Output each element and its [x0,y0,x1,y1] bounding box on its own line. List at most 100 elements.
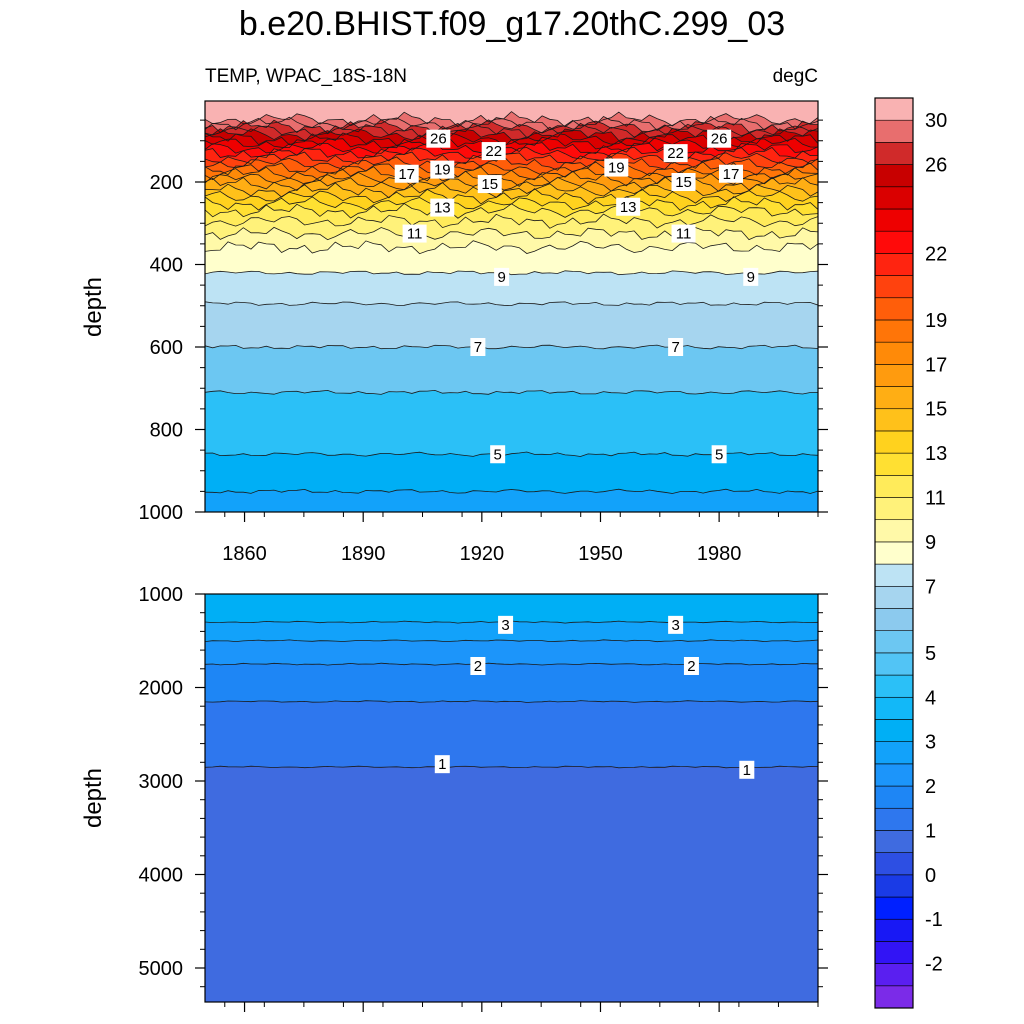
upper-contour-label-box [604,158,629,177]
lower-ytick-label: 5000 [139,958,184,980]
colorbar-swatch [874,297,914,321]
upper-contour-label-box [671,224,696,243]
upper-isotherm-8 [205,270,818,276]
upper-contour-label-box [470,338,486,356]
colorbar-swatch [874,186,914,210]
upper-contour-label-box [707,129,732,148]
lower-contour-label: 1 [743,762,751,779]
upper-isotherm-5 [205,389,818,395]
colorbar-swatch [874,896,914,920]
lower-ytick-label: 3000 [139,771,184,793]
colorbar-tick-label: -2 [925,954,943,976]
upper-isotherm-15 [205,182,818,199]
upper-isotherm-12 [205,202,818,219]
colorbar-tick-label: 26 [925,155,947,177]
colorbar-swatch [874,475,914,498]
upper-isotherm-7 [205,301,818,306]
colorbar-swatch [874,142,914,165]
colorbar-tick-label: 19 [925,310,947,332]
upper-contour-label-box [430,198,455,217]
colorbar-swatch [874,741,914,765]
upper-contour-label: 13 [620,199,637,216]
lower-isotherm-1 [205,765,818,769]
colorbar-tick-label: 7 [925,576,936,598]
upper-isotherm-30 [205,111,818,128]
lower-contour-label: 1 [438,756,446,773]
colorbar-tick-label: 17 [925,354,947,376]
upper-xtick-label: 1980 [697,543,742,565]
upper-isotherm-18 [205,166,818,182]
left-subtitle: TEMP, WPAC_18S-18N [205,66,407,87]
upper-isotherm-3 [205,488,818,494]
upper-isotherm-14 [205,188,818,205]
colorbar-swatch [874,807,914,831]
lower-contour-label: 2 [687,658,695,675]
colorbar-tick-label: 11 [925,488,946,510]
lower-isotherm-2 [205,662,818,666]
upper-contour-label: 7 [671,339,679,356]
colorbar-swatch [874,985,914,1009]
colorbar-swatch [874,719,914,742]
colorbar-swatch [874,563,914,587]
upper-contour-label: 7 [474,339,482,356]
upper-contour-label-box [711,445,727,464]
upper-contour-label: 17 [398,166,415,183]
upper-xtick-label: 1950 [578,543,623,565]
colorbar-tick-label: 5 [925,643,936,665]
lower-contour-label: 2 [474,658,482,675]
colorbar-tick-label: 4 [925,687,936,709]
upper-contour-label: 9 [497,269,505,286]
colorbar-tick-label: 22 [925,243,947,265]
colorbar-swatch [874,852,914,876]
upper-contour-label-box [477,175,502,194]
lower-frame [204,593,819,1003]
lower-contour-label-box [668,615,684,634]
upper-contour-label-box [481,142,506,161]
upper-contour-label-box [430,160,455,179]
lower-band-1 [205,766,818,1002]
upper-contour-label: 11 [407,226,423,243]
upper-contour-label: 17 [723,166,740,183]
upper-isotherm-23 [205,142,818,155]
colorbar-swatch [874,519,914,543]
colorbar-swatch [874,408,914,432]
upper-contour-label-box [671,173,696,191]
upper-contour-label-box [743,267,759,286]
upper-contour-label-box [616,197,641,216]
colorbar-swatch [874,230,914,254]
upper-ytick-label: 1000 [139,502,184,524]
lower-contour-label-box [498,615,514,634]
colorbar-tick-label: 15 [925,399,947,421]
colorbar-swatch [874,253,914,276]
colorbar-tick-label: 1 [925,820,936,842]
chart-title: b.e20.BHIST.f09_g17.20thC.299_03 [239,5,785,43]
colorbar-swatch [874,830,914,853]
upper-contour-label: 22 [485,143,502,160]
colorbar-swatch [874,364,914,387]
colorbar-swatch [874,386,914,410]
colorbar-tick-label: 9 [925,532,936,554]
colorbar-swatch [874,874,914,898]
upper-ytick-label: 400 [150,255,183,277]
colorbar-swatch [874,119,914,143]
colorbar-swatch [874,319,914,343]
colorbar-swatch [874,652,914,676]
upper-isotherm-28 [205,119,818,135]
upper-isotherm-10 [205,226,818,241]
lower-isotherm-2.5 [205,639,818,643]
colorbar-swatch [874,452,914,476]
upper-ytick-label: 200 [150,172,183,194]
colorbar-swatch [874,941,914,964]
colorbar-swatch [874,763,914,787]
upper-xtick-label: 1860 [222,543,267,565]
colorbar: -2 -1 0 1 2 3 4 5 7 9 11 13 15 17 19 22 26 30 [874,97,947,1009]
colorbar-tick-label: 3 [925,732,936,754]
upper-contour-label-box [490,445,506,464]
upper-contour-label: 5 [715,446,723,463]
colorbar-swatch [874,608,914,631]
lower-ytick-label: 4000 [139,865,184,887]
colorbar-frame [874,97,914,1009]
colorbar-tick-label: -1 [925,909,943,931]
upper-contour-label: 11 [676,226,692,243]
